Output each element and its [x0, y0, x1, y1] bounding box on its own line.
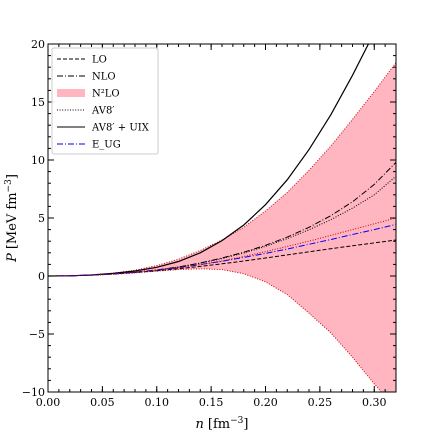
legend-label: N²LO [92, 89, 120, 100]
x-tick-label: 0.25 [308, 396, 333, 409]
x-tick-label: 0.10 [145, 396, 170, 409]
y-tick-label: 20 [31, 38, 45, 51]
legend-label: AV8′ [91, 106, 115, 117]
x-tick-label: 0.00 [36, 396, 61, 409]
legend-label: E_UG [92, 140, 121, 151]
legend-label: AV8′ + UIX [91, 123, 150, 134]
x-tick-label: 0.20 [253, 396, 278, 409]
legend-swatch-band [57, 89, 85, 97]
ticks-layer: 0.00 0.05 0.10 0.15 0.20 0.25 0.30 −10 −5 0 5 10 15 2… [22, 38, 397, 409]
series-line-0 [48, 239, 396, 277]
x-tick-label: 0.05 [90, 396, 115, 409]
y-tick-label: −10 [22, 386, 45, 399]
legend: LO NLO N²LO AV8′ AV8′ + UIX E_UG [51, 47, 159, 155]
series-line-5 [48, 217, 396, 277]
legend-label: LO [92, 55, 107, 66]
x-axis-label: n [fm−3] [196, 416, 249, 432]
y-tick-label: 10 [31, 154, 45, 167]
legend-label: NLO [92, 72, 116, 83]
x-tick-label: 0.30 [362, 396, 387, 409]
y-tick-label: 0 [38, 270, 45, 283]
y-tick-label: 15 [31, 96, 45, 109]
y-tick-label: 5 [38, 212, 45, 225]
y-tick-label: −5 [29, 328, 45, 341]
series-layer [48, 44, 396, 277]
band-n2lo [48, 62, 396, 392]
x-tick-label: 0.15 [199, 396, 224, 409]
y-axis-label: P[MeV fm−3] [4, 174, 20, 263]
